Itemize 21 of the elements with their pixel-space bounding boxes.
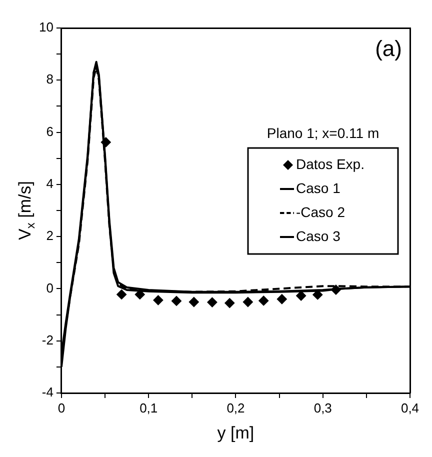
x-axis-title: y [m] xyxy=(217,423,254,442)
x-tick-label: 0,2 xyxy=(226,400,245,416)
x-tick-label: 0 xyxy=(58,400,66,416)
y-tick-label: 6 xyxy=(46,124,54,139)
x-tick-label: 0,3 xyxy=(314,400,332,416)
y-tick-label: 8 xyxy=(46,72,54,87)
legend-label: Caso 1 xyxy=(296,180,341,196)
y-tick-label: 0 xyxy=(46,280,54,296)
y-tick-label: 10 xyxy=(38,20,54,35)
annotation: (a) xyxy=(375,36,402,62)
y-tick-label: -2 xyxy=(42,332,54,348)
x-tick-label: 0,4 xyxy=(400,400,420,416)
legend-label: -Caso 2 xyxy=(296,204,346,220)
x-tick-label: 0,1 xyxy=(140,400,158,416)
y-axis-title: Vx [m/s] xyxy=(16,181,38,240)
legend-label: Datos Exp. xyxy=(296,156,364,172)
y-tick-label: 2 xyxy=(46,228,54,244)
y-tick-label: 4 xyxy=(46,176,54,192)
legend-title: Plano 1; x=0.11 m xyxy=(266,124,380,141)
y-tick-label: -4 xyxy=(42,384,54,400)
legend-label: Caso 3 xyxy=(296,228,341,244)
